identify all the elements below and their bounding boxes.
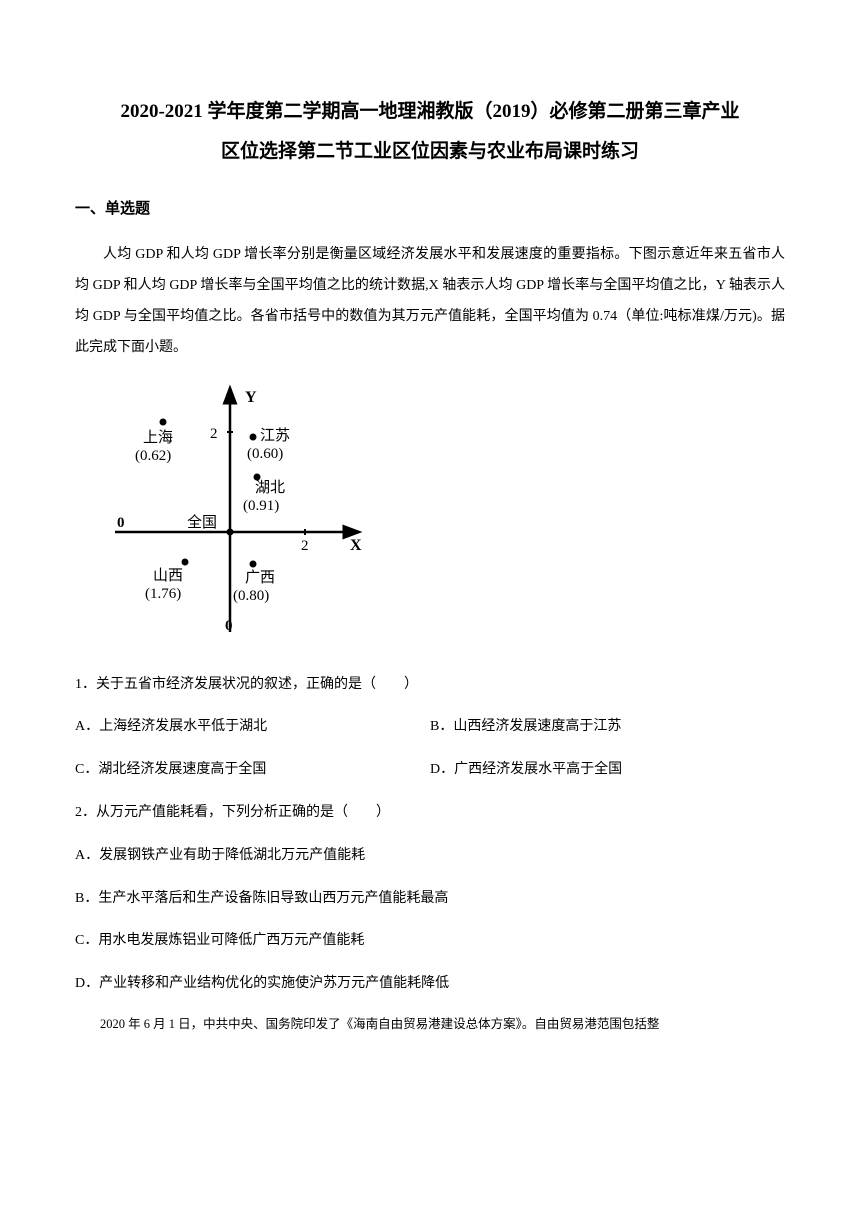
intro-paragraph: 人均 GDP 和人均 GDP 增长率分别是衡量区域经济发展水平和发展速度的重要指… [75, 240, 785, 363]
point-guangxi-value: (0.80) [233, 588, 269, 604]
y-tick-2: 2 [210, 426, 218, 442]
point-guangxi-name: 广西 [245, 569, 275, 586]
q1-stem: 1．关于五省市经济发展状况的叙述，正确的是（ ） [75, 670, 785, 701]
point-shanxi-name: 山西 [153, 567, 183, 584]
scatter-chart: Y X 2 2 0 0 全国 上海 (0.62) 江苏 (0.60) 湖北 (0… [105, 382, 365, 642]
center-label: 全国 [187, 513, 217, 531]
bottom-zero: 0 [225, 618, 233, 634]
q1-options-row2: C．湖北经济发展速度高于全国 D．广西经济发展水平高于全国 [75, 755, 785, 786]
point-hubei-value: (0.91) [243, 498, 279, 514]
point-jiangsu-value: (0.60) [247, 446, 283, 462]
q2-option-d: D．产业转移和产业结构优化的实施使沪苏万元产值能耗降低 [75, 969, 785, 1000]
point-hubei-name: 湖北 [255, 479, 285, 496]
q1-options-row1: A．上海经济发展水平低于湖北 B．山西经济发展速度高于江苏 [75, 712, 785, 743]
point-jiangsu-name: 江苏 [260, 427, 290, 444]
point-shanghai-name: 上海 [143, 429, 173, 446]
q1-option-c: C．湖北经济发展速度高于全国 [75, 755, 430, 786]
q2-option-b: B．生产水平落后和生产设备陈旧导致山西万元产值能耗最高 [75, 884, 785, 915]
document-title-line2: 区位选择第二节工业区位因素与农业布局课时练习 [75, 135, 785, 169]
section-heading: 一、单选题 [75, 197, 785, 218]
q2-option-a: A．发展钢铁产业有助于降低湖北万元产值能耗 [75, 841, 785, 872]
q1-option-d: D．广西经济发展水平高于全国 [430, 755, 785, 786]
x-tick-2: 2 [301, 538, 309, 554]
footer-paragraph: 2020 年 6 月 1 日，中共中央、国务院印发了《海南自由贸易港建设总体方案… [75, 1012, 785, 1037]
document-title-line1: 2020-2021 学年度第二学期高一地理湘教版（2019）必修第二册第三章产业 [75, 95, 785, 129]
q1-option-b: B．山西经济发展速度高于江苏 [430, 712, 785, 743]
x-axis-label: X [350, 537, 362, 554]
q2-stem: 2．从万元产值能耗看，下列分析正确的是（ ） [75, 798, 785, 829]
point-shanghai-value: (0.62) [135, 448, 171, 464]
y-axis-label: Y [245, 389, 257, 406]
left-zero: 0 [117, 515, 125, 531]
point-shanxi-value: (1.76) [145, 586, 181, 602]
q2-option-c: C．用水电发展炼铝业可降低广西万元产值能耗 [75, 926, 785, 957]
q1-option-a: A．上海经济发展水平低于湖北 [75, 712, 430, 743]
